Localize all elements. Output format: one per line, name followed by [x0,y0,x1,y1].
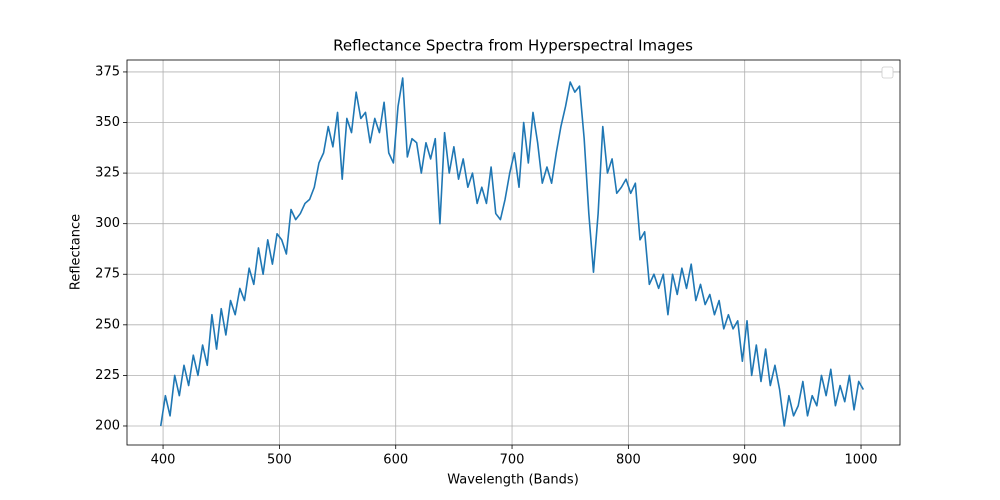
legend [881,66,894,79]
y-axis-label: Reflectance [69,214,84,290]
y-tick-label: 200 [95,418,120,433]
y-tick-label: 325 [95,166,120,181]
y-tick-label: 375 [95,64,120,79]
x-tick-label: 600 [383,453,408,468]
y-tick-label: 350 [95,115,120,130]
x-tick-label: 900 [732,453,757,468]
x-tick-label: 500 [267,453,292,468]
y-tick-label: 225 [95,368,120,383]
y-tick-label: 250 [95,317,120,332]
y-tick-label: 300 [95,216,120,231]
x-tick-label: 800 [616,453,641,468]
data-line [159,77,865,427]
x-tick-label: 1000 [844,453,877,468]
x-axis-label: Wavelength (Bands) [447,473,579,488]
x-tick-label: 400 [151,453,176,468]
chart-title: Reflectance Spectra from Hyperspectral I… [333,37,693,55]
y-tick-label: 275 [95,267,120,282]
plot-frame [126,59,901,446]
x-tick-label: 700 [500,453,525,468]
